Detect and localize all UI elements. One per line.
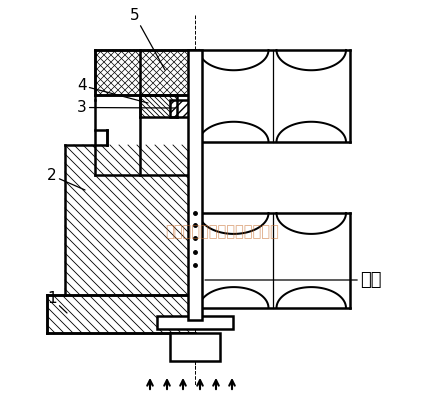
Bar — [170, 333, 220, 361]
Bar — [188, 50, 202, 320]
Bar — [170, 100, 195, 117]
Text: 1: 1 — [47, 291, 67, 313]
Bar — [157, 316, 233, 329]
Text: 阀芯: 阀芯 — [205, 271, 381, 289]
Text: 4: 4 — [77, 78, 148, 103]
Text: 5: 5 — [130, 8, 165, 70]
Text: 3: 3 — [77, 100, 175, 115]
Text: 2: 2 — [47, 168, 85, 190]
Text: 东莞市马赫机械设备有限公司: 东莞市马赫机械设备有限公司 — [165, 224, 279, 239]
